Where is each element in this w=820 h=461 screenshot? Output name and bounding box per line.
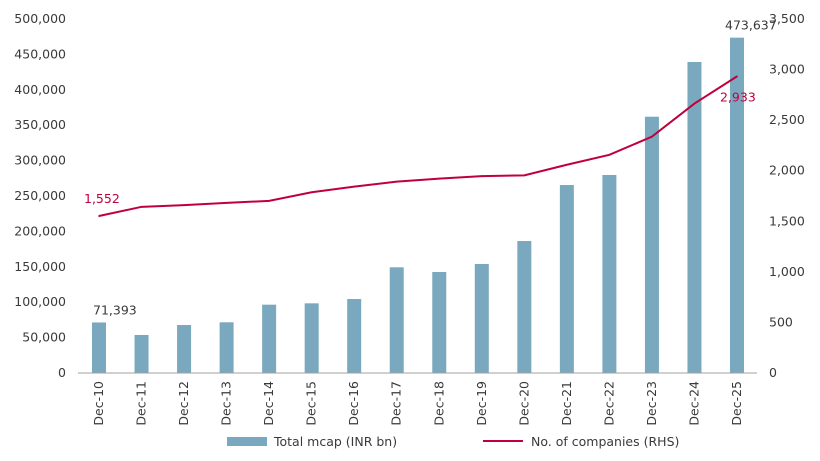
bar-Dec-17 <box>389 267 404 373</box>
x-axis: Dec-10 Dec-11 Dec-12 Dec-13 Dec-14 Dec-15 Dec-… <box>91 381 744 426</box>
bar-Dec-21 <box>559 185 574 373</box>
right-tick-label: 2,000 <box>769 163 805 178</box>
line-point-Dec-10 <box>98 215 100 217</box>
line-point-Dec-24 <box>693 102 696 105</box>
line-point-Dec-20 <box>523 174 526 177</box>
left-tick-label: 450,000 <box>14 46 66 61</box>
bar-Dec-15 <box>304 303 319 373</box>
left-tick-label: 350,000 <box>14 117 66 132</box>
line-point-Dec-11 <box>140 206 143 208</box>
right-tick-label: 1,500 <box>769 213 805 228</box>
x-tick-label: Dec-16 <box>346 381 361 426</box>
bar-Dec-13 <box>219 322 234 373</box>
left-tick-label: 250,000 <box>14 188 66 203</box>
x-tick-label: Dec-20 <box>516 381 531 426</box>
legend: Total mcap (INR bn) No. of companies (RH… <box>227 434 679 449</box>
x-tick-label: Dec-23 <box>644 381 659 426</box>
x-tick-label: Dec-21 <box>559 381 574 426</box>
left-tick-label: 400,000 <box>14 82 66 97</box>
x-tick-label: Dec-24 <box>686 381 701 426</box>
bar-Dec-18 <box>432 271 447 373</box>
bar-Dec-25 <box>730 37 744 373</box>
left-tick-label: 100,000 <box>14 294 66 309</box>
bar-Dec-23 <box>644 116 659 373</box>
x-tick-label: Dec-10 <box>91 381 106 426</box>
line-point-Dec-23 <box>651 135 653 138</box>
bar-Dec-20 <box>517 241 532 373</box>
line-point-Dec-18 <box>438 177 441 180</box>
right-tick-label: 3,500 <box>769 11 805 26</box>
x-tick-label: Dec-12 <box>176 381 191 426</box>
bar-Dec-22 <box>602 174 617 373</box>
bar-Dec-24 <box>687 61 702 374</box>
bar-Dec-12 <box>177 324 192 373</box>
bar-Dec-14 <box>262 304 277 373</box>
x-tick-label: Dec-19 <box>474 381 489 426</box>
legend-line-label: No. of companies (RHS) <box>531 434 679 449</box>
data-label: 2,933 <box>720 89 756 104</box>
left-tick-label: 0 <box>58 365 66 380</box>
line-point-Dec-25 <box>736 75 738 78</box>
x-tick-label: Dec-13 <box>219 381 234 426</box>
right-tick-label: 500 <box>769 314 793 329</box>
bar-Dec-11 <box>134 334 149 373</box>
left-tick-label: 500,000 <box>14 11 66 26</box>
left-tick-label: 150,000 <box>14 259 66 274</box>
line-point-Dec-15 <box>310 191 313 194</box>
x-tick-label: Dec-18 <box>431 381 446 426</box>
x-tick-label: Dec-11 <box>134 381 149 426</box>
line-point-Dec-22 <box>608 154 611 156</box>
bar-Dec-10 <box>92 322 106 373</box>
bars <box>92 37 744 374</box>
line-point-Dec-12 <box>183 204 185 206</box>
data-label: 473,637 <box>725 18 777 33</box>
left-axis: 0 50,000 100,000 150,000 200,000 250,000 300,0… <box>14 11 66 380</box>
line-point-Dec-16 <box>353 185 356 188</box>
x-tick-label: Dec-22 <box>601 381 616 426</box>
right-tick-label: 0 <box>769 365 777 380</box>
right-axis: 0 500 1,000 1,500 2,000 2,500 3,000 3,500 <box>769 11 805 380</box>
left-tick-label: 50,000 <box>22 330 66 345</box>
left-tick-label: 200,000 <box>14 223 66 238</box>
line-point-Dec-17 <box>395 180 398 183</box>
line-series <box>98 75 738 218</box>
x-tick-label: Dec-14 <box>261 381 276 426</box>
line-point-Dec-19 <box>481 175 483 177</box>
right-tick-label: 3,000 <box>769 62 805 77</box>
bar-Dec-16 <box>347 299 362 373</box>
line-point-Dec-21 <box>566 163 568 166</box>
legend-bar-label: Total mcap (INR bn) <box>273 434 397 449</box>
right-tick-label: 1,000 <box>769 264 805 279</box>
x-tick-label: Dec-15 <box>304 381 319 426</box>
right-tick-label: 2,500 <box>769 112 805 127</box>
line-point-Dec-13 <box>225 202 228 204</box>
bar-Dec-19 <box>474 263 489 373</box>
legend-bar-swatch <box>227 437 267 446</box>
left-tick-label: 300,000 <box>14 153 66 168</box>
x-tick-label: Dec-17 <box>389 381 404 426</box>
data-label: 71,393 <box>93 302 137 317</box>
data-labels: 71,393 473,637 1,552 2,933 <box>84 18 777 318</box>
x-tick-label: Dec-25 <box>729 381 744 426</box>
data-label: 1,552 <box>84 191 120 206</box>
line-point-Dec-14 <box>268 200 270 202</box>
companies-line <box>98 75 738 218</box>
